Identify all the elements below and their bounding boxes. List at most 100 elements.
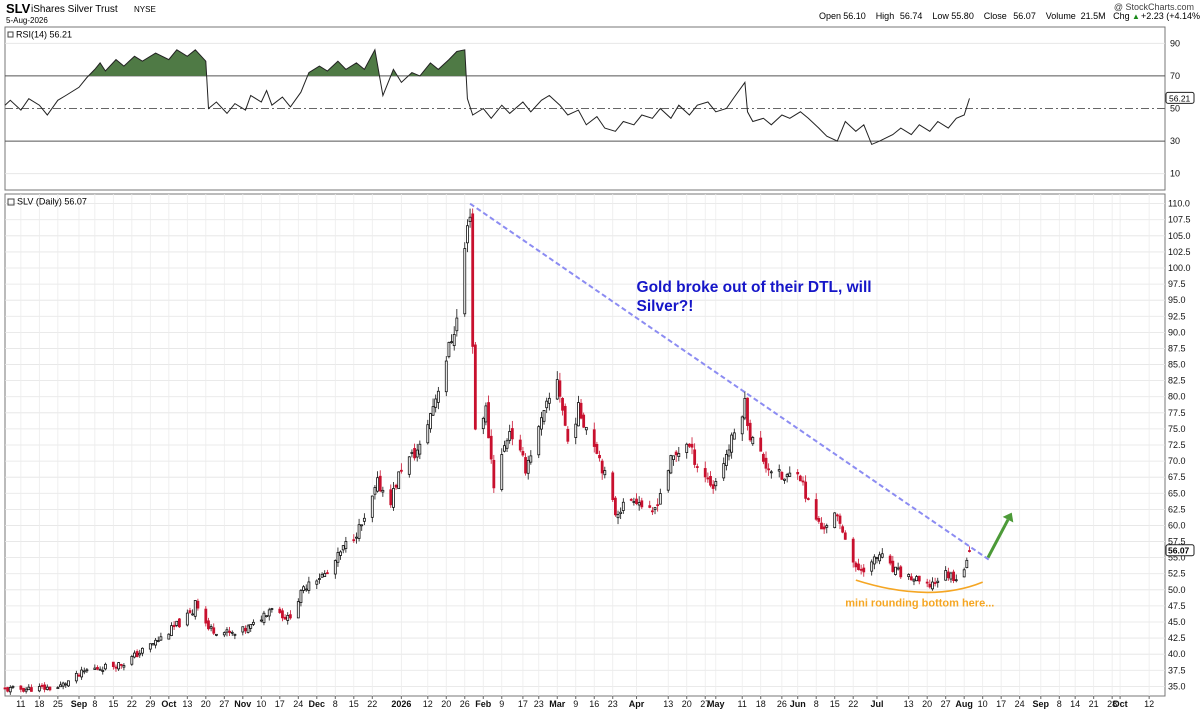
- candle-body: [104, 663, 107, 670]
- candle-body: [251, 621, 255, 625]
- candle: [888, 554, 892, 566]
- candle-body: [212, 627, 216, 634]
- candle-body: [487, 402, 490, 439]
- candle: [286, 612, 290, 625]
- candle-body: [278, 608, 282, 613]
- candle: [80, 666, 84, 680]
- quote-value: 55.80: [951, 11, 974, 21]
- candle: [389, 484, 393, 508]
- candle: [114, 664, 118, 672]
- x-tick-label: 13: [663, 699, 673, 709]
- candle-body: [207, 620, 210, 630]
- rsi-panel: 10 30 50 70 90 RSI(14) 56.21 56.21: [4, 26, 1195, 191]
- candle-body: [899, 566, 903, 578]
- arrow-head-icon: [1002, 512, 1014, 523]
- candle-body: [917, 575, 921, 582]
- candle-body: [611, 472, 615, 500]
- candle: [325, 569, 329, 575]
- x-tick-label: 25: [53, 699, 63, 709]
- candle-body: [270, 608, 274, 610]
- candle: [207, 617, 210, 631]
- candle-body: [444, 360, 448, 393]
- candle-body: [907, 574, 911, 578]
- candle-body: [410, 451, 414, 454]
- candle: [558, 372, 562, 403]
- candle-body: [619, 511, 623, 514]
- candle: [582, 412, 586, 428]
- candle: [30, 684, 33, 692]
- candle-body: [555, 379, 559, 400]
- x-tick-label: 10: [978, 699, 988, 709]
- candle: [925, 578, 929, 588]
- quote-value: 56.10: [843, 11, 866, 21]
- candle: [603, 466, 607, 479]
- chart-date: 5-Aug-2026: [6, 16, 48, 25]
- candle: [584, 426, 588, 435]
- candle-body: [339, 551, 342, 556]
- candle-body: [838, 515, 842, 524]
- candle: [510, 420, 514, 446]
- x-tick-label: 20: [682, 699, 692, 709]
- candle: [653, 507, 657, 515]
- candle-body: [730, 434, 734, 453]
- candle-body: [167, 633, 171, 640]
- candle: [299, 588, 303, 607]
- candle: [156, 636, 160, 643]
- candle-body: [119, 664, 123, 666]
- candle-body: [574, 423, 578, 438]
- candle: [611, 470, 615, 502]
- quote-bar: Open 56.10 High 56.74 Low 55.80 Close 56.07 Volu…: [819, 11, 1200, 21]
- candle: [899, 565, 903, 579]
- candle-body: [835, 514, 839, 517]
- candle-body: [798, 475, 802, 482]
- candle-body: [706, 477, 710, 480]
- candle-body: [431, 406, 435, 416]
- candle: [857, 558, 860, 571]
- x-tick-label: 27: [219, 699, 229, 709]
- candle: [244, 625, 247, 634]
- quote-value: +2.23 (+4.14%): [1141, 11, 1200, 21]
- candle-body: [288, 614, 292, 619]
- quote-label: High: [876, 11, 895, 21]
- candle-body: [891, 560, 895, 572]
- x-tick-label: 26: [777, 699, 787, 709]
- candle: [436, 386, 440, 410]
- candle: [315, 579, 319, 590]
- candle-body: [508, 431, 512, 441]
- candle: [912, 578, 916, 586]
- candle-body: [563, 405, 567, 426]
- price-value-tag: [1165, 544, 1195, 557]
- candle: [714, 477, 718, 491]
- candle-body: [122, 665, 126, 668]
- candle-body: [370, 495, 374, 518]
- candle-body: [503, 445, 506, 452]
- candle: [175, 620, 179, 628]
- candle-body: [172, 624, 176, 628]
- candle: [833, 512, 837, 529]
- candle-body: [674, 451, 678, 456]
- candle-body: [653, 507, 657, 511]
- candle-body: [946, 571, 950, 579]
- price-tick-label: 60.0: [1168, 520, 1186, 530]
- candle-body: [780, 471, 784, 480]
- candle: [177, 618, 181, 628]
- candle-body: [19, 685, 23, 690]
- candle: [862, 564, 866, 577]
- candle-body: [397, 471, 401, 490]
- candle: [820, 517, 823, 530]
- candle: [748, 419, 752, 442]
- candle-body: [817, 518, 821, 522]
- x-tick-label: 9: [573, 699, 578, 709]
- price-tick-label: 37.5: [1168, 665, 1186, 675]
- candle-body: [944, 570, 948, 581]
- candle-body: [510, 428, 514, 440]
- candle-body: [888, 555, 892, 564]
- candle-body: [801, 480, 805, 483]
- candle-body: [598, 454, 601, 459]
- candle: [767, 463, 771, 476]
- quote-value: 56.07: [1013, 11, 1036, 21]
- price-tick-label: 102.5: [1168, 247, 1191, 257]
- candle: [228, 626, 232, 636]
- candle-body: [11, 685, 15, 688]
- candle: [825, 523, 829, 534]
